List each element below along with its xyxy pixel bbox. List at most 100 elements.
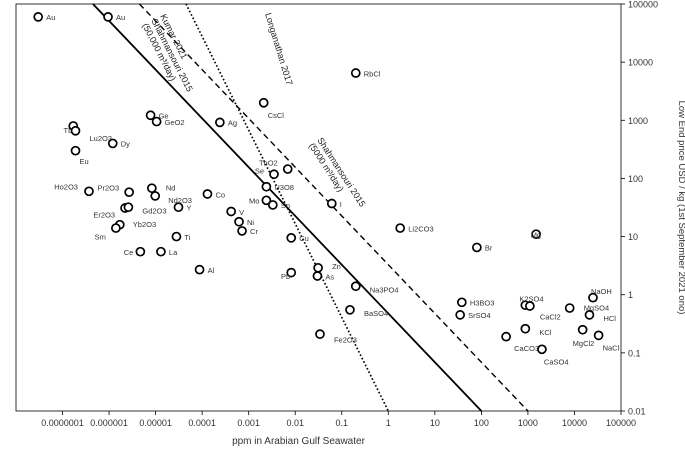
point-marker (345, 304, 355, 315)
x-tick-label: 0.000001 (90, 418, 128, 428)
data-point-lu2o3: Lu2O3 (70, 125, 112, 143)
point-marker (33, 12, 44, 22)
point-marker (103, 12, 113, 22)
point-marker (171, 231, 182, 242)
point-label: Gd2O3 (142, 207, 166, 216)
point-label: Li2CO3 (408, 224, 433, 233)
point-label: Ni (247, 218, 254, 227)
point-label: Se (255, 167, 264, 176)
point-label: Mg (531, 230, 541, 239)
point-marker (226, 206, 237, 217)
data-point-i: I (326, 198, 342, 209)
data-point-dy: Dy (107, 138, 130, 149)
point-marker (350, 281, 361, 292)
data-point-sn: Sn (267, 200, 290, 210)
data-point-la: La (156, 246, 178, 257)
point-marker (564, 303, 575, 313)
point-label: Mo (249, 197, 259, 206)
point-marker (202, 189, 213, 199)
data-point-nd: Nd (146, 183, 176, 194)
point-marker (395, 223, 406, 233)
point-label: Dy (121, 140, 130, 149)
point-marker (135, 246, 146, 257)
point-label: MgSO4 (584, 303, 609, 312)
point-marker (214, 117, 225, 128)
data-point-rbcl: RbCl (350, 68, 381, 78)
x-axis: 0.0000001 0.000001 0.00001 0.0001 0.001 0.01 0… (41, 411, 636, 428)
point-label: Na3PO4 (370, 286, 399, 295)
y-axis-title: Low End price USD / kg (1st September 20… (676, 101, 685, 315)
point-marker (537, 344, 547, 355)
data-point-gd2o3: Gd2O3 (123, 202, 167, 216)
plot-frame (15, 3, 622, 412)
data-point-y: Y (173, 202, 191, 213)
point-marker (501, 331, 511, 342)
data-point-br: Br (472, 242, 493, 253)
data-point-ce: Ce (124, 246, 146, 257)
data-point-naoh: NaOH (588, 287, 612, 303)
x-tick-label: 0.00001 (139, 418, 172, 428)
y-tick-label: 10000 (628, 58, 653, 68)
point-label: Ce (124, 248, 134, 257)
point-label: Yb2O3 (133, 220, 156, 229)
y-tick-label: 1000 (628, 116, 648, 126)
data-point-kcl: KCl (520, 323, 552, 337)
data-point-au: Au (103, 12, 125, 22)
point-label: I (340, 200, 342, 209)
point-marker (156, 246, 166, 257)
point-label: H3BO3 (470, 299, 495, 308)
point-label: Cr (250, 227, 258, 236)
data-point-ti: Ti (171, 231, 191, 242)
data-point-cacl2: CaCl2 (524, 301, 561, 321)
reference-line-solid (92, 3, 483, 412)
data-point-mgso4: MgSO4 (564, 303, 609, 313)
point-label: ThO2 (259, 158, 278, 167)
point-label: SrSO4 (468, 311, 491, 320)
point-marker (173, 202, 184, 213)
point-label: Co (215, 190, 225, 199)
point-marker (282, 164, 293, 174)
point-label: Al (208, 266, 215, 275)
point-label: Y (186, 204, 191, 213)
data-point-ho2o3: Ho2O3 (54, 183, 94, 197)
point-label: Tb (63, 126, 72, 135)
x-axis-title: ppm in Arabian Gulf Seawater (232, 436, 366, 447)
y-tick-label: 0.01 (628, 407, 646, 417)
data-point-as: As (312, 271, 334, 281)
data-point-co: Co (202, 189, 225, 199)
x-tick-label: 100000 (606, 418, 636, 428)
point-label: Nd (166, 183, 176, 192)
point-marker (194, 264, 205, 275)
data-point-cscl: CsCl (258, 97, 284, 120)
y-tick-label: 100 (628, 174, 643, 184)
point-marker (84, 186, 94, 197)
x-tick-label: 1 (386, 418, 391, 428)
point-marker (315, 329, 325, 339)
point-label: RbCl (364, 69, 381, 78)
x-tick-label: 100 (474, 418, 489, 428)
point-label: V (239, 208, 244, 217)
point-label: Nd2O3 (168, 196, 192, 205)
point-label: Ge (159, 112, 169, 121)
point-label: KCl (539, 328, 551, 337)
point-label: K2SO4 (519, 295, 543, 304)
x-tick-label: 0.001 (237, 418, 260, 428)
data-point-baso4: BaSO4 (345, 304, 388, 318)
point-label: Ag (228, 119, 237, 128)
point-label: Br (485, 244, 493, 253)
x-tick-label: 10 (430, 418, 440, 428)
point-marker (286, 267, 297, 278)
point-label: MgCl2 (573, 339, 595, 348)
point-label: CaCO3 (514, 344, 539, 353)
point-marker (286, 233, 297, 243)
point-label: CaSO4 (544, 358, 569, 367)
point-label: BaSO4 (364, 309, 388, 318)
point-label: Eu (80, 157, 89, 166)
data-point-u3o8: U3O8 (261, 181, 294, 192)
data-point-sm: Sm (95, 223, 121, 241)
data-point-al: Al (194, 264, 215, 275)
data-point-li2co3: Li2CO3 (395, 223, 434, 233)
